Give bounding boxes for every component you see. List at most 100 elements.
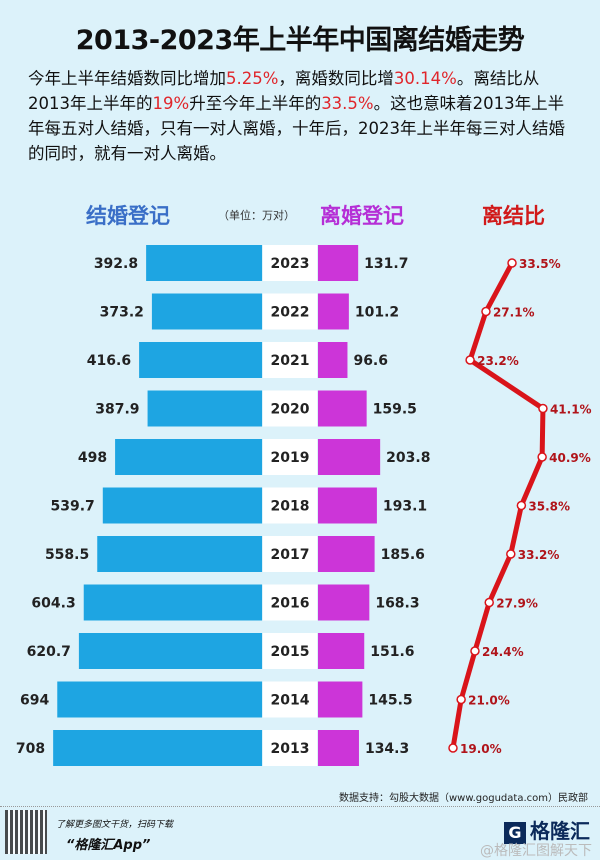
ratio-2023: 33.5% — [321, 94, 374, 113]
marriage-bar — [102, 487, 262, 524]
divorce-bar — [318, 245, 359, 281]
ratio-point — [506, 549, 516, 559]
year-label: 2013 — [271, 741, 310, 757]
marriage-value: 392.8 — [94, 256, 138, 272]
marriage-value: 416.6 — [87, 353, 131, 369]
year-label: 2017 — [271, 547, 310, 563]
ratio-point — [448, 743, 458, 753]
divorce-value: 131.7 — [364, 256, 408, 272]
marriage-value: 558.5 — [45, 547, 89, 563]
divorce-value: 151.6 — [370, 644, 414, 660]
divorce-bar — [318, 487, 377, 524]
year-label: 2016 — [271, 596, 310, 612]
year-box — [263, 439, 317, 475]
ratio-point — [481, 306, 491, 317]
marriage-value: 539.7 — [50, 499, 94, 515]
qr-code — [5, 810, 47, 854]
divorce-bar — [318, 584, 370, 621]
chart: 392.8 2023 131.7 373.2 2022 101.2 416.6 2021 96.… — [16, 245, 592, 766]
year-box — [263, 293, 317, 330]
divorce-value: 203.8 — [386, 450, 430, 466]
divorce-value: 159.5 — [373, 402, 417, 418]
year-box — [263, 245, 317, 281]
intro-part: ，离婚数同比增 — [278, 69, 394, 88]
ratio-label: 19.0% — [460, 742, 502, 756]
year-label: 2019 — [271, 450, 310, 466]
data-source: 数据支持：勾股大数据（www.gogudata.com）民政部 — [338, 793, 588, 804]
divorce-bar — [318, 293, 349, 330]
ratio-2013: 19% — [152, 94, 190, 113]
marriage-growth: 5.25% — [226, 69, 279, 88]
ratio-point — [470, 646, 480, 656]
logo-mark: G — [504, 821, 526, 844]
unit-label: （单位：万对） — [218, 209, 295, 222]
intro-part: 。这也意味着2013年上半年每五对人结婚，只有一对人离婚，十年后，2023年上半… — [28, 94, 565, 163]
weibo-watermark: @格隆汇图解天下 — [480, 843, 592, 859]
ratio-label: 21.0% — [468, 694, 510, 708]
year-box — [263, 390, 317, 427]
ratio-point — [537, 452, 547, 462]
marriage-bar — [97, 536, 263, 572]
marriage-value: 373.2 — [100, 305, 144, 321]
marriage-bar — [53, 730, 262, 766]
year-label: 2020 — [271, 402, 310, 418]
marriage-bar — [151, 293, 262, 330]
ratio-label: 40.9% — [549, 451, 591, 465]
divorce-value: 101.2 — [355, 305, 399, 321]
ratio-label: 23.2% — [477, 354, 519, 368]
ratio-point — [484, 597, 494, 608]
divorce-value: 168.3 — [375, 596, 419, 612]
divorce-value: 185.6 — [381, 547, 425, 563]
marriage-value: 498 — [78, 450, 107, 466]
year-label: 2015 — [271, 644, 310, 660]
year-box — [263, 342, 317, 378]
divorce-value: 134.3 — [365, 741, 409, 757]
divorce-value: 145.5 — [368, 693, 412, 709]
divorce-bar — [318, 536, 375, 572]
year-label: 2018 — [271, 499, 310, 515]
intro-part: 今年上半年结婚数同比增加 — [28, 69, 226, 88]
divider — [0, 806, 600, 807]
ratio-label: 35.8% — [528, 500, 570, 514]
ratio-point — [456, 694, 466, 705]
year-label: 2021 — [271, 353, 310, 369]
marriage-value: 620.7 — [27, 644, 71, 660]
year-label: 2014 — [271, 693, 310, 709]
marriage-bar — [146, 245, 262, 281]
marriage-header: 结婚登记 — [86, 204, 170, 228]
brand-logo: G 格隆汇 — [504, 815, 590, 844]
marriage-bar — [83, 584, 262, 621]
ratio-point — [507, 258, 517, 268]
divorce-bar — [318, 342, 348, 378]
marriage-bar — [139, 342, 262, 378]
logo-text: 格隆汇 — [530, 819, 590, 843]
year-box — [263, 681, 317, 718]
year-box — [263, 730, 317, 766]
marriage-bar — [115, 439, 262, 475]
intro-part: 升至今年上半年的 — [189, 94, 322, 113]
ratio-header: 离结比 — [482, 204, 545, 228]
ratio-label: 33.2% — [518, 548, 560, 562]
app-name: “格隆汇App” — [66, 838, 151, 853]
ratio-point — [538, 403, 548, 414]
marriage-value: 708 — [16, 741, 45, 757]
divorce-bar — [318, 390, 367, 427]
year-box — [263, 487, 317, 524]
ratio-label: 33.5% — [519, 257, 561, 271]
marriage-value: 387.9 — [95, 402, 139, 418]
divorce-bar — [318, 439, 381, 475]
divorce-value: 193.1 — [383, 499, 427, 515]
divorce-bar — [318, 681, 363, 718]
ratio-label: 27.9% — [496, 597, 538, 611]
year-box — [263, 536, 317, 572]
year-box — [263, 633, 317, 669]
divorce-bar — [318, 730, 359, 766]
intro-part: 。离结比从2013年上半年的 — [28, 69, 540, 113]
ratio-point — [465, 355, 475, 365]
divorce-bar — [318, 633, 365, 669]
ratio-label: 41.1% — [550, 403, 592, 417]
intro-text: 今年上半年结婚数同比增加5.25%，离婚数同比增30.14%。离结比从2013年… — [28, 66, 578, 166]
ratio-point — [516, 500, 527, 511]
ratio-label: 24.4% — [482, 645, 524, 659]
year-label: 2023 — [271, 256, 310, 272]
